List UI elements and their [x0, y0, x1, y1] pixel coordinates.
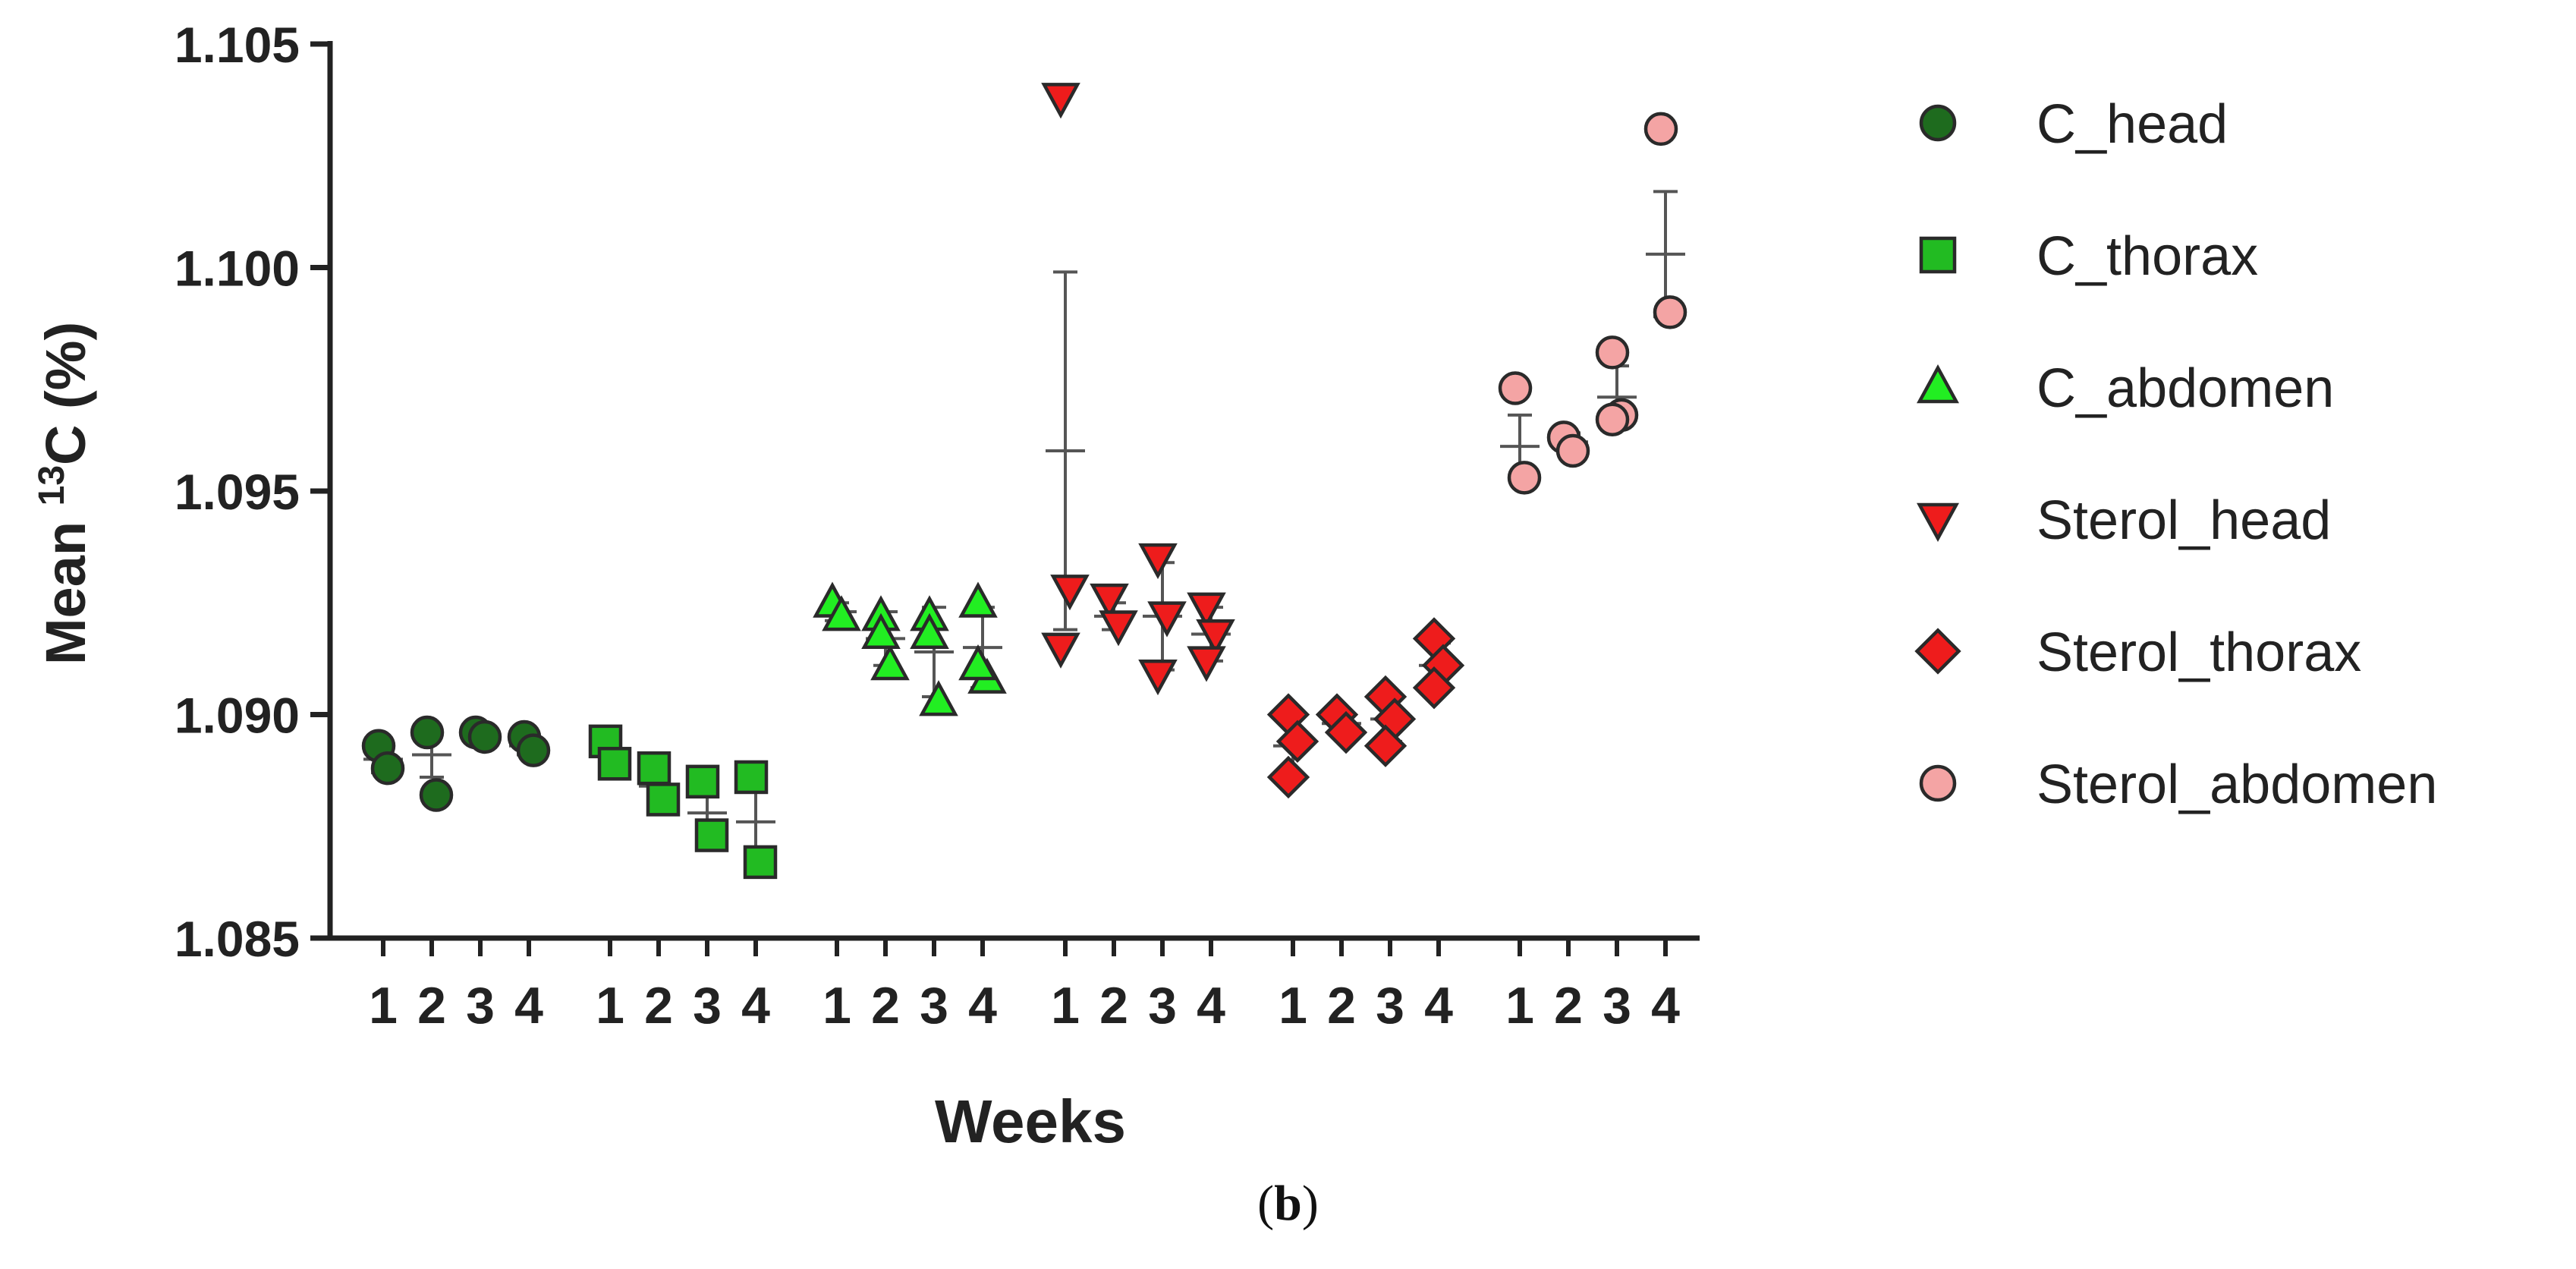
week-tick-label: 2	[871, 977, 900, 1034]
week-tick-label: 4	[1424, 977, 1453, 1034]
data-point-c-head	[370, 751, 405, 786]
data-point-sterol-head	[1196, 619, 1235, 656]
data-point-c-abdomen	[870, 644, 910, 681]
error-bars	[363, 190, 1685, 868]
data-point-sterol-abdomen	[1643, 112, 1678, 146]
week-tick-label: 2	[417, 977, 446, 1034]
week-tick-label: 3	[693, 977, 722, 1034]
data-point-sterol-abdomen	[1555, 433, 1590, 468]
data-point-sterol-abdomen	[1595, 335, 1630, 370]
data-point-c-head	[467, 720, 502, 754]
data-point-sterol-head	[1099, 610, 1138, 647]
y-tick-label: 1.095	[175, 464, 300, 520]
data-point-c-thorax	[637, 751, 672, 786]
data-points	[361, 83, 1687, 880]
legend-label: Sterol_head	[2037, 490, 2331, 551]
week-tick-label: 4	[1651, 977, 1680, 1034]
data-point-sterol-head	[1138, 659, 1178, 696]
week-tick-label: 1	[1051, 977, 1080, 1034]
data-point-sterol-head	[1041, 632, 1080, 669]
data-point-sterol-thorax	[1275, 720, 1319, 764]
legend-label: Sterol_thorax	[2037, 622, 2361, 683]
y-tick-label: 1.085	[175, 911, 300, 967]
week-tick-label: 1	[822, 977, 851, 1034]
data-point-sterol-thorax	[1412, 666, 1456, 710]
data-point-c-abdomen	[822, 595, 861, 631]
data-point-c-thorax	[743, 845, 778, 880]
data-point-sterol-abdomen	[1653, 295, 1687, 329]
data-point-sterol-head	[1187, 592, 1226, 628]
axes	[327, 41, 1700, 941]
week-tick-label: 3	[1603, 977, 1631, 1034]
week-tick-label: 2	[1327, 977, 1356, 1034]
y-axis-title: Mean 13C (%)	[32, 322, 97, 665]
caption-close-paren: )	[1301, 1176, 1319, 1231]
data-point-c-abdomen	[919, 680, 958, 716]
figure-caption: (b)	[0, 1175, 2576, 1233]
week-tick-label: 3	[1376, 977, 1404, 1034]
week-tick-label: 4	[968, 977, 997, 1034]
data-point-sterol-head	[1187, 646, 1226, 682]
week-tick-label: 1	[596, 977, 624, 1034]
week-tick-label: 3	[466, 977, 495, 1034]
x-axis-title: Weeks	[935, 1088, 1126, 1155]
data-point-sterol-head	[1050, 575, 1090, 611]
data-point-c-thorax	[646, 782, 681, 817]
week-tick-label: 3	[920, 977, 948, 1034]
legend-label: Sterol_abdomen	[2037, 754, 2437, 815]
data-point-sterol-abdomen	[1595, 402, 1630, 437]
week-tick-label: 1	[1505, 977, 1534, 1034]
y-tick-label: 1.100	[175, 241, 300, 297]
data-point-c-head	[516, 733, 551, 767]
y-tick-label: 1.090	[175, 688, 300, 744]
legend-label: C_head	[2037, 94, 2228, 155]
legend-label: C_abdomen	[2037, 358, 2334, 419]
y-tick-label: 1.105	[175, 17, 300, 73]
week-tick-label: 2	[1099, 977, 1128, 1034]
data-point-c-abdomen	[958, 644, 998, 681]
data-point-c-thorax	[685, 764, 720, 799]
data-point-c-thorax	[597, 747, 632, 781]
data-point-sterol-head	[1147, 601, 1187, 638]
legend-marker-c-head	[1919, 104, 1957, 142]
week-tick-label: 4	[514, 977, 543, 1034]
week-tick-label: 4	[741, 977, 770, 1034]
data-point-sterol-head	[1138, 543, 1178, 580]
week-tick-label: 4	[1197, 977, 1225, 1034]
data-point-c-thorax	[734, 760, 769, 795]
data-point-sterol-thorax	[1324, 710, 1368, 754]
legend-marker-sterol-abdomen	[1919, 764, 1957, 802]
week-tick-label: 1	[1279, 977, 1307, 1034]
data-point-sterol-abdomen	[1498, 371, 1533, 405]
data-point-sterol-thorax	[1363, 724, 1408, 767]
data-point-c-head	[410, 715, 445, 750]
legend-marker-sterol-head	[1917, 502, 1959, 542]
y-axis-ticks: 1.085 1.090 1.095 1.100 1.105	[175, 17, 330, 967]
legend-marker-sterol-thorax	[1914, 628, 1961, 675]
week-tick-label: 3	[1148, 977, 1177, 1034]
week-tick-label: 2	[1554, 977, 1583, 1034]
legend-marker-c-abdomen	[1917, 364, 1959, 404]
data-point-c-abdomen	[910, 612, 949, 649]
data-point-sterol-thorax	[1266, 755, 1310, 799]
data-point-sterol-head	[1090, 583, 1129, 620]
week-tick-label: 2	[644, 977, 673, 1034]
legend-label: C_thorax	[2037, 226, 2258, 287]
data-point-c-thorax	[694, 818, 729, 852]
data-point-c-head	[419, 778, 454, 812]
caption-open-paren: (	[1257, 1176, 1275, 1231]
data-point-sterol-head	[1041, 83, 1080, 119]
data-point-sterol-abdomen	[1507, 461, 1542, 495]
data-point-c-abdomen	[958, 581, 998, 618]
week-tick-label: 1	[369, 977, 398, 1034]
legend: C_head C_thorax C_abdomen Sterol_head Sterol…	[1914, 94, 2437, 815]
legend-marker-c-thorax	[1919, 236, 1957, 274]
caption-letter: b	[1274, 1176, 1302, 1231]
data-point-c-abdomen	[861, 612, 901, 649]
